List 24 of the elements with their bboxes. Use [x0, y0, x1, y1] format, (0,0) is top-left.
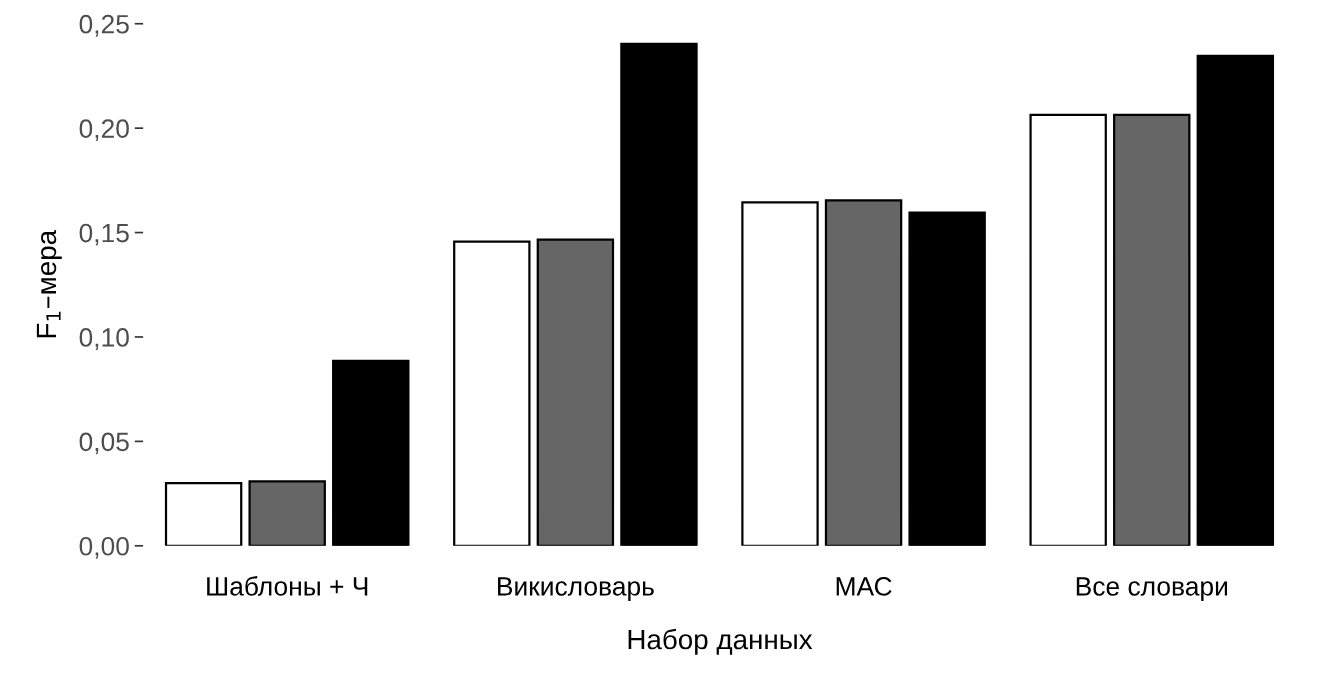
bar [1029, 113, 1107, 546]
bar [248, 480, 326, 546]
bar [164, 482, 243, 546]
x-tick-label: Все словари [1076, 577, 1228, 601]
y-tick-label: 0,00 [79, 536, 129, 559]
bar [908, 211, 986, 546]
bar [1196, 54, 1275, 546]
bar [453, 240, 531, 546]
y-tick-label: 0,05 [79, 432, 129, 455]
y-tick-label: 0,20 [79, 119, 129, 142]
bar [824, 199, 903, 546]
x-tick-label: Викисловарь [498, 577, 654, 601]
x-axis-title: Набор данных [628, 628, 813, 655]
y-tick-label: 0,10 [79, 328, 129, 350]
bar [536, 238, 615, 546]
bar [620, 42, 698, 546]
x-tick-label: МАС [836, 577, 892, 596]
bar [1113, 113, 1191, 546]
y-axis-title: F$_{1}$–мера [36, 229, 62, 338]
x-tick-label: Шаблоны + Ч [207, 576, 368, 596]
y-tick-label: 0,15 [79, 223, 129, 246]
bar [741, 201, 819, 546]
bar [332, 359, 410, 546]
y-tick-label: 0,25 [79, 14, 129, 37]
